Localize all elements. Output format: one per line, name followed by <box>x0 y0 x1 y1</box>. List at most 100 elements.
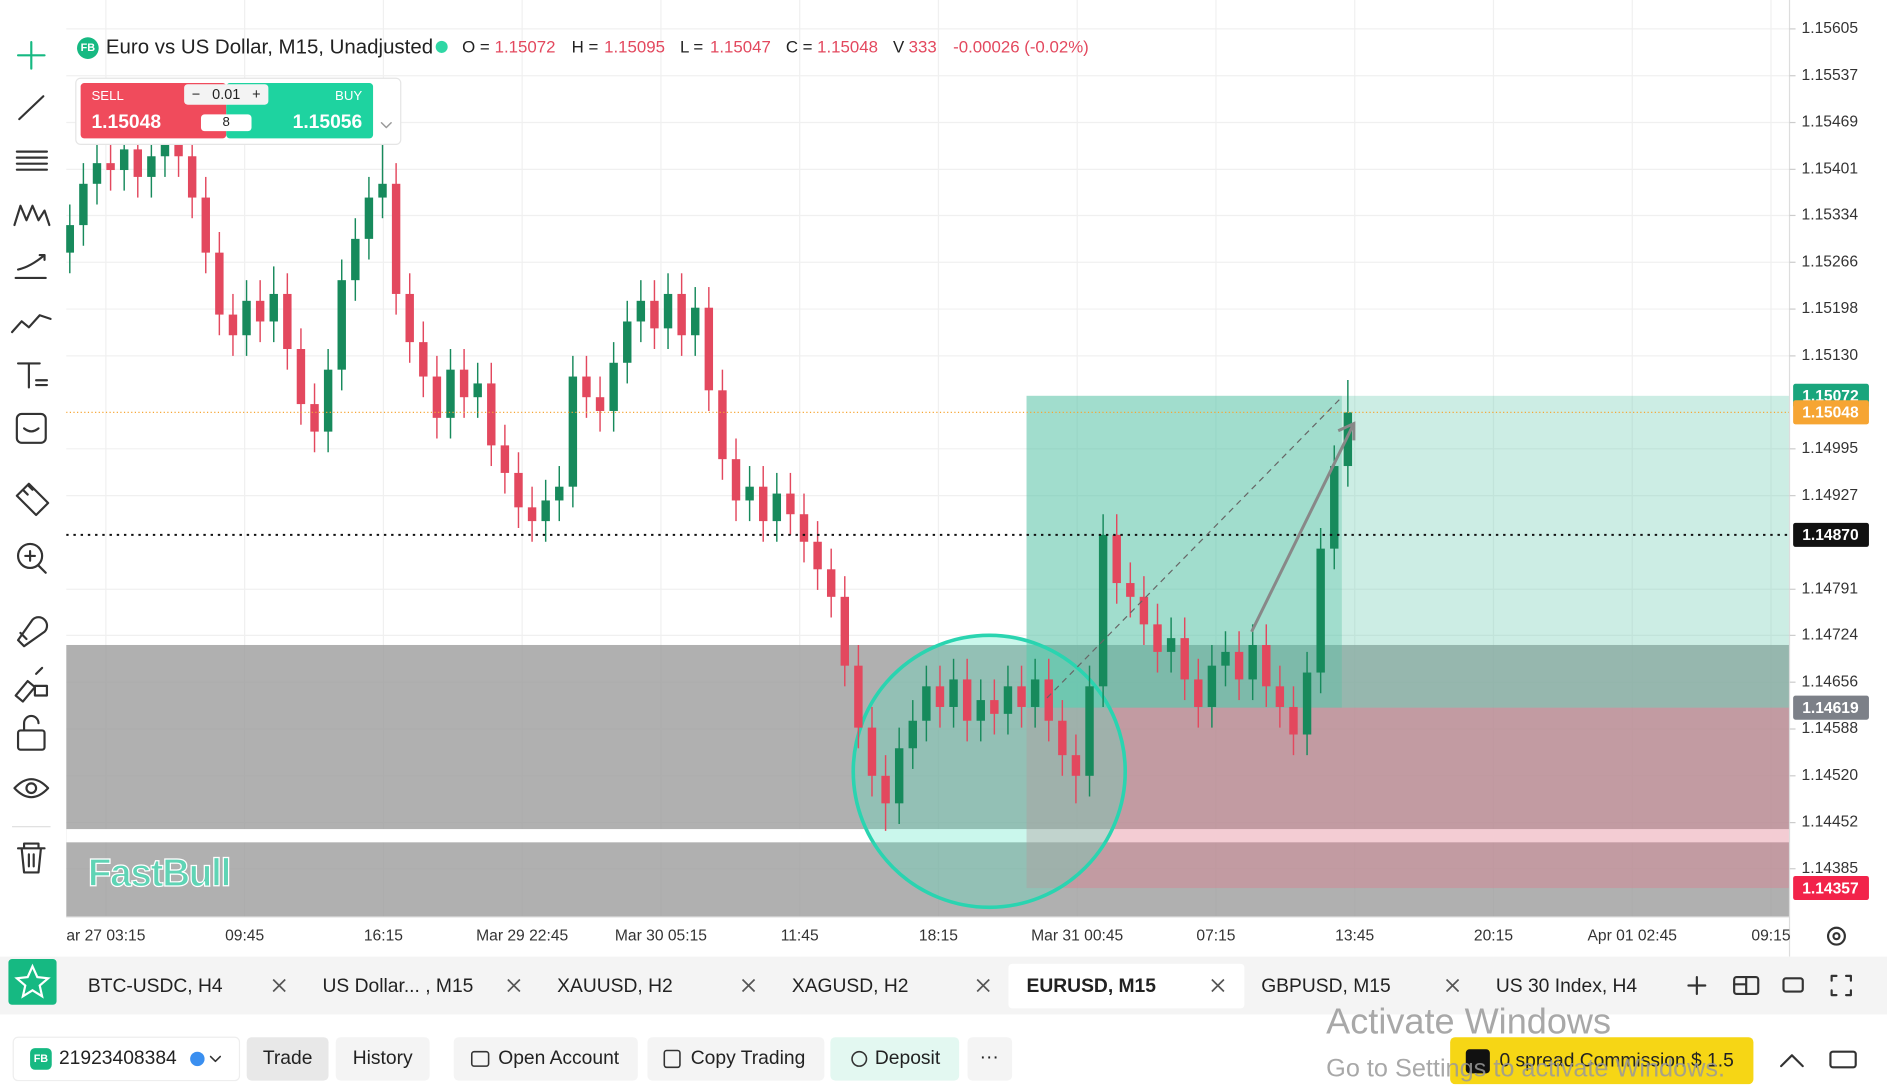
candle-body <box>854 665 863 728</box>
tool-delete[interactable] <box>16 842 46 874</box>
tool-pattern[interactable] <box>13 204 51 227</box>
tool-emoji[interactable] <box>15 412 47 444</box>
account-dropdown[interactable] <box>209 1055 222 1063</box>
candle-body <box>147 156 156 177</box>
toolbar <box>10 41 52 874</box>
price-tag <box>1793 522 1869 547</box>
buy-label: BUY <box>335 88 362 103</box>
candle-body <box>1071 755 1081 776</box>
history-button[interactable] <box>335 1037 430 1081</box>
fullscreen-button[interactable] <box>1830 974 1852 997</box>
tab-label[interactable]: US 30 Index, H4 <box>1496 976 1638 997</box>
tool-lock[interactable] <box>16 714 46 751</box>
tab-close[interactable] <box>507 978 521 993</box>
copy-trading-button[interactable] <box>647 1037 825 1081</box>
tab-label[interactable]: BTC-USDC, H4 <box>88 976 223 997</box>
candle-body <box>310 404 319 432</box>
candle-body <box>432 376 442 418</box>
symbol-logo: FB <box>81 42 96 54</box>
tool-line[interactable] <box>18 95 45 121</box>
tab-close[interactable] <box>1211 978 1225 993</box>
tool-visibility[interactable] <box>13 778 50 799</box>
quantity-minus[interactable]: − <box>192 87 200 103</box>
tab-label[interactable]: XAGUSD, H2 <box>792 976 909 997</box>
tool-brush-lock[interactable] <box>14 666 49 703</box>
sell-label: SELL <box>91 88 123 103</box>
candle-body <box>119 149 129 171</box>
tool-crosshair[interactable] <box>16 41 46 70</box>
tool-channel[interactable] <box>15 150 49 171</box>
add-tab[interactable] <box>1687 976 1707 996</box>
y-tick-label: 1.15605 <box>1802 20 1859 37</box>
tab-label[interactable]: GBPUSD, M15 <box>1261 976 1390 997</box>
window-button[interactable] <box>1782 977 1804 993</box>
candle-body <box>446 369 455 418</box>
candle-body <box>1085 686 1094 776</box>
candle-body <box>269 293 278 322</box>
more-button[interactable] <box>967 1037 1013 1081</box>
deposit-label: Deposit <box>875 1048 941 1069</box>
candle-body <box>514 472 523 508</box>
widget-collapse[interactable] <box>380 122 392 129</box>
tab-label[interactable]: EURUSD, M15 <box>1027 976 1157 997</box>
tool-trend[interactable] <box>10 314 52 334</box>
tab-label[interactable]: XAUUSD, H2 <box>557 976 673 997</box>
candle-body <box>391 183 401 294</box>
volume-label: V <box>893 38 905 57</box>
copy-trading-icon <box>663 1049 681 1069</box>
account-logo: FB <box>34 1053 49 1065</box>
candle-body <box>1112 534 1121 584</box>
x-tick-label: Mar 31 00:45 <box>1031 927 1123 944</box>
quantity-box[interactable] <box>184 84 269 105</box>
os-notice-title: Activate Windows <box>1326 1001 1611 1042</box>
candle-body <box>949 679 958 707</box>
candle-body <box>1207 665 1217 707</box>
tool-ruler[interactable] <box>15 482 50 517</box>
x-tick-label: 09:15 <box>1751 927 1790 944</box>
collapse-button[interactable] <box>1780 1054 1804 1068</box>
tool-zoom[interactable] <box>16 542 47 574</box>
candle-body <box>1316 548 1325 673</box>
trade-button[interactable] <box>246 1037 329 1081</box>
tab-close[interactable] <box>1445 978 1460 993</box>
price-tag <box>1793 400 1869 425</box>
y-tick-label: 1.15537 <box>1802 67 1858 84</box>
candle-body <box>908 720 917 749</box>
watchlist-button[interactable] <box>8 959 57 1005</box>
tab-label[interactable]: US Dollar... , M15 <box>323 976 474 997</box>
tab-close[interactable] <box>976 978 990 993</box>
promo-banner[interactable] <box>1450 1037 1754 1085</box>
tool-magnet[interactable] <box>16 616 49 648</box>
candle-body <box>555 486 564 501</box>
layout-button[interactable] <box>1733 976 1760 996</box>
quantity-plus[interactable]: + <box>252 87 260 103</box>
open-account-button[interactable] <box>453 1037 638 1081</box>
candle-body <box>228 314 238 336</box>
x-tick-label: 16:15 <box>364 927 403 944</box>
tab-close[interactable] <box>741 978 756 993</box>
deposit-button[interactable] <box>830 1037 960 1081</box>
price-tag-label: 1.14357 <box>1802 880 1858 897</box>
candle-body <box>1180 638 1189 680</box>
candle-body <box>419 342 428 377</box>
y-tick-label: 1.14656 <box>1802 673 1858 690</box>
more-label: ··· <box>980 1047 999 1068</box>
candle-body <box>473 383 482 398</box>
tool-text[interactable] <box>16 362 49 389</box>
tool-projection[interactable] <box>14 254 47 280</box>
candle-body <box>79 183 88 226</box>
candle-body <box>351 238 360 281</box>
arrow-drawing <box>1250 421 1356 633</box>
window-button[interactable] <box>1829 1050 1857 1069</box>
y-tick-label: 1.14724 <box>1802 627 1859 644</box>
ohlc-label: C = <box>786 38 813 57</box>
candle-body <box>786 493 795 515</box>
candle-body <box>92 163 102 184</box>
candle-body <box>66 225 75 253</box>
candle-body <box>595 397 605 411</box>
candle-body <box>1098 534 1108 687</box>
chart-settings[interactable] <box>1826 926 1846 946</box>
account-box[interactable] <box>12 1036 241 1082</box>
ohlc-value: 1.15072 <box>495 38 556 57</box>
tab-close[interactable] <box>272 978 286 993</box>
